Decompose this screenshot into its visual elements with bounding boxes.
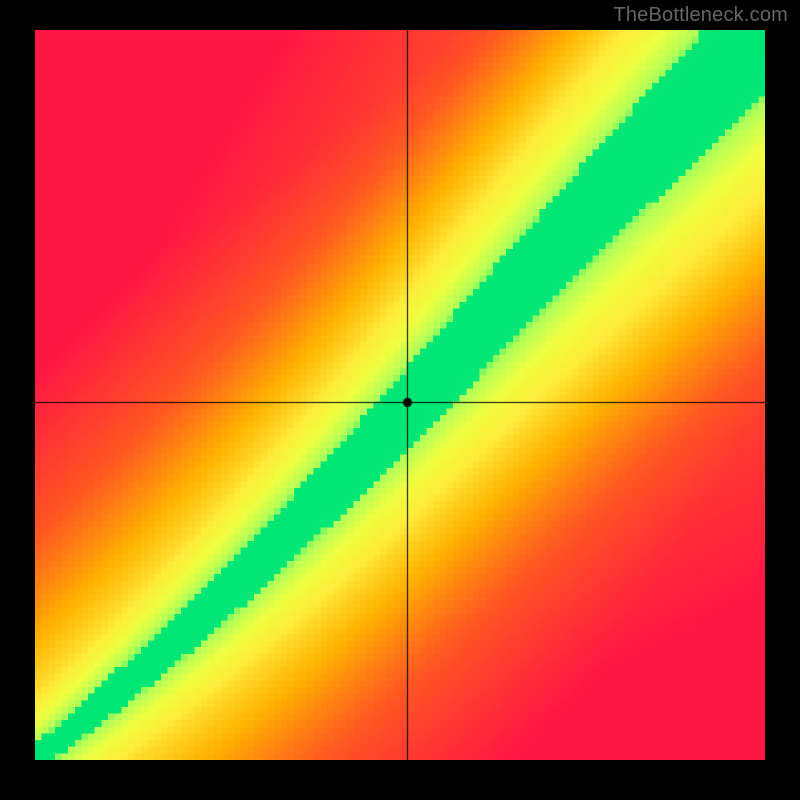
watermark: TheBottleneck.com — [613, 4, 788, 27]
bottleneck-heatmap — [35, 30, 765, 760]
